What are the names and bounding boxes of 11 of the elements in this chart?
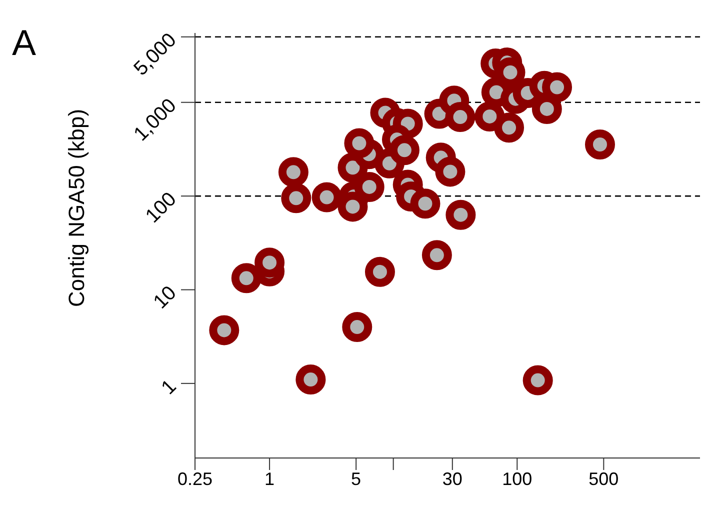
y-tick-label: 100 — [142, 188, 181, 228]
x-tick-label: 5 — [351, 468, 362, 489]
x-tick-label: 100 — [502, 468, 532, 489]
y-tick-label: 10 — [149, 282, 181, 314]
y-axis-title: Contig NGA50 (kbp) — [64, 108, 89, 308]
x-tick-label: 30 — [442, 468, 462, 489]
x-tick-label: 0.25 — [177, 468, 213, 489]
y-tick-label: 1 — [157, 376, 181, 400]
x-tick-label: 500 — [588, 468, 619, 489]
text: A — [12, 22, 36, 64]
x-tick-label: 1 — [264, 468, 275, 489]
